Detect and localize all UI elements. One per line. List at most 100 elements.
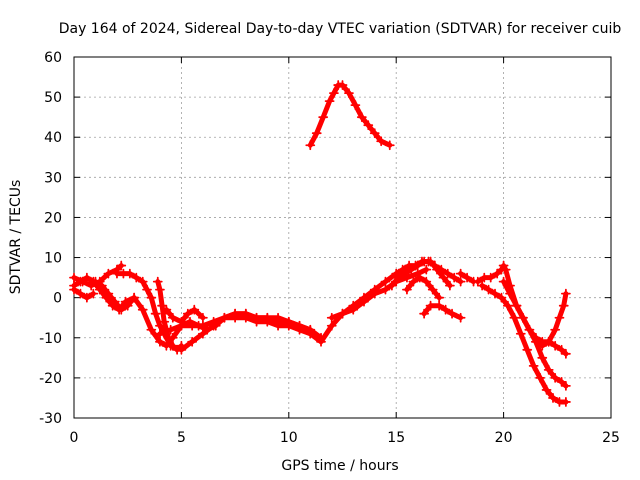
data-point [157,300,167,311]
y-tick-label: -30 [39,411,62,427]
data-point [155,336,165,347]
series-sat-c [69,284,99,303]
data-point [535,372,546,383]
data-point [324,96,335,107]
data-point [182,308,193,319]
data-point [376,136,387,147]
data-point [167,312,178,323]
x-tick-label: 5 [177,430,186,446]
data-point [425,256,436,267]
data-points [69,80,571,407]
data-point [116,304,127,315]
data-point [155,328,165,339]
x-tick-label: 25 [602,430,620,446]
series-sat-i [305,80,395,151]
data-point [109,296,120,307]
y-tick-label: -20 [39,371,62,387]
data-point [498,276,509,287]
series-sat-d [90,276,140,315]
axis-ticks: 0 5 10 15 20 25 -30 -20 -10 0 10 20 30 40 50 60 [39,50,620,446]
data-point [189,304,200,315]
data-point [419,308,430,319]
y-tick-label: 30 [44,170,62,186]
data-point [172,344,183,355]
data-point [408,276,419,287]
data-point [455,312,466,323]
series-track [389,259,453,289]
data-point [90,276,101,287]
data-point [197,312,208,323]
x-tick-label: 15 [387,430,405,446]
series-track [307,82,393,148]
data-point [103,268,114,279]
y-axis-label: SDTVAR / TECUs [8,180,24,295]
data-point [283,320,294,331]
data-point [137,276,148,287]
data-point [176,340,187,351]
data-point [337,308,348,319]
data-point [427,284,438,295]
data-point [129,292,140,303]
data-point [485,272,496,283]
data-point [537,340,548,351]
data-point [442,268,453,279]
y-tick-label: 60 [44,50,62,66]
series-sat-r [455,268,479,287]
data-point [150,308,161,319]
data-point [155,284,165,295]
data-point [187,336,198,347]
data-point [69,284,79,295]
data-point [316,336,326,347]
x-tick-label: 0 [70,430,79,446]
data-point [116,260,127,271]
series-track [71,287,96,301]
data-point [137,304,148,315]
data-point [515,328,526,339]
data-point [425,300,436,311]
data-point [363,120,374,131]
series-sat-l [419,300,466,323]
data-point [230,312,240,323]
data-point [348,300,359,311]
data-point [522,344,533,355]
data-point [412,260,423,271]
data-point [402,284,412,295]
data-point [163,332,174,343]
data-point [337,80,348,90]
data-point [434,300,445,311]
data-point [262,316,273,327]
data-point [496,292,507,303]
y-tick-label: 50 [44,90,62,106]
data-point [187,320,198,331]
data-point [550,324,561,335]
y-tick-label: -10 [39,331,62,347]
data-point [518,312,528,323]
data-point [131,272,142,283]
data-point [294,324,305,335]
y-tick-label: 10 [44,251,62,267]
data-point [88,288,99,299]
data-point [146,324,157,335]
plot-frame [73,56,612,419]
data-point [455,268,466,279]
data-point [69,272,79,283]
data-point [505,288,515,299]
data-point [97,280,107,291]
data-point [560,348,571,359]
data-point [359,292,369,303]
data-point [421,264,432,275]
data-point [399,268,410,279]
data-point [75,276,86,287]
data-point [384,140,395,151]
data-point [537,352,548,363]
data-point [560,397,571,407]
data-point [326,312,337,323]
data-point [152,276,163,287]
data-point [165,324,176,335]
data-point [167,340,178,351]
data-point [550,340,561,351]
data-point [197,320,208,331]
data-point [462,272,472,283]
data-point [468,276,479,287]
